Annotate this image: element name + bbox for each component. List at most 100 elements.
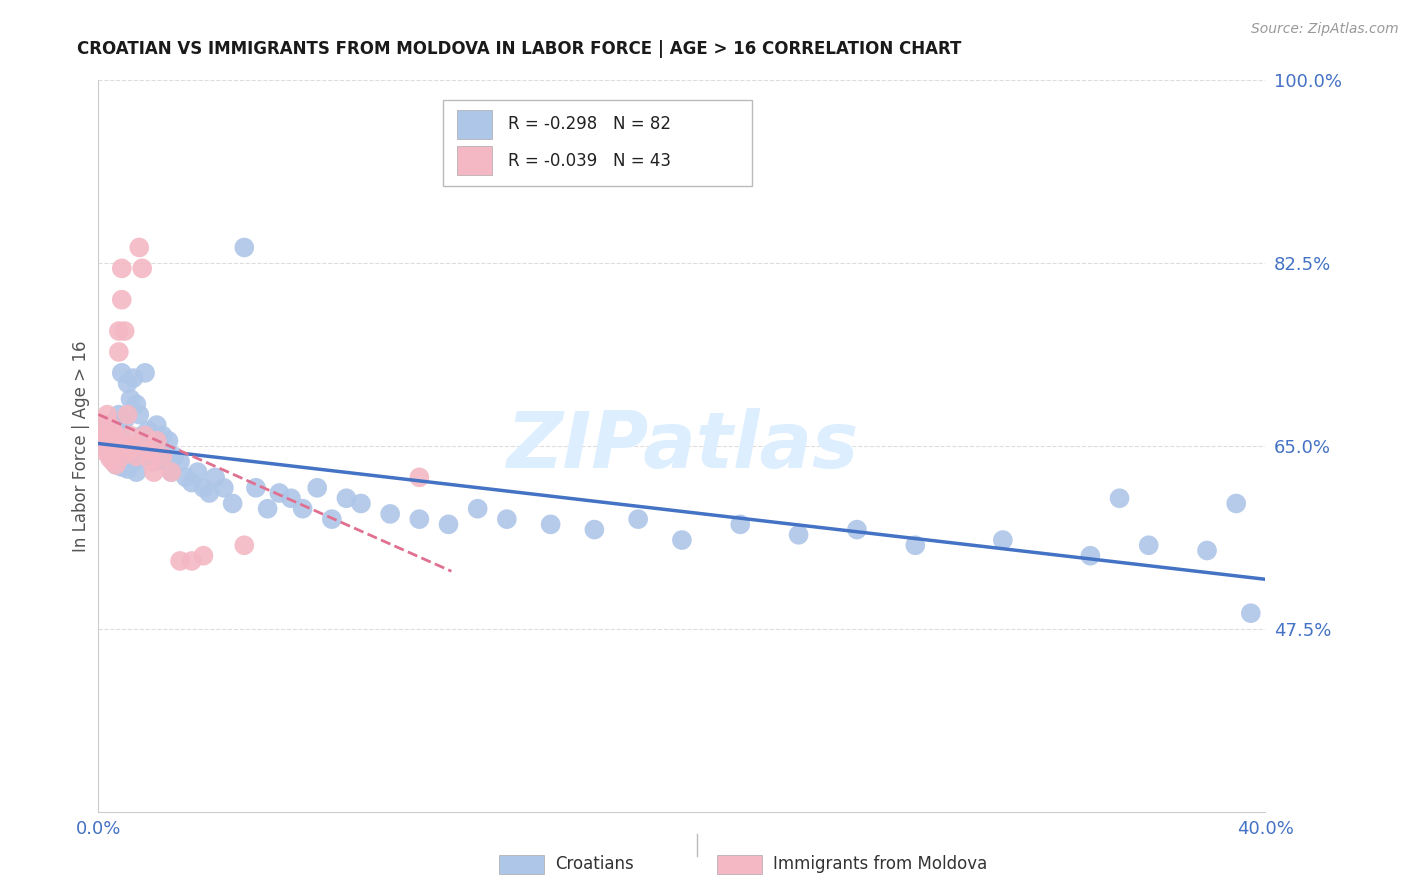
Point (378, 507, 402, 521)
Point (193, 481, 215, 495)
Point (108, 439, 131, 453)
Point (160, 465, 183, 479)
Point (142, 465, 165, 479)
Point (101, 434, 124, 448)
Point (128, 240, 150, 254)
Point (245, 481, 267, 495)
Point (139, 439, 162, 453)
Point (104, 444, 127, 458)
Point (98, 418, 121, 433)
Point (671, 533, 693, 547)
Point (90, 434, 112, 448)
Point (114, 439, 136, 453)
Point (437, 517, 460, 532)
Point (114, 413, 136, 427)
Text: Source: ZipAtlas.com: Source: ZipAtlas.com (1251, 22, 1399, 37)
Point (128, 444, 150, 458)
Point (540, 517, 562, 532)
Point (93, 428, 115, 442)
Point (120, 439, 142, 453)
Point (108, 324, 131, 338)
Point (169, 554, 191, 568)
Point (233, 538, 256, 552)
Point (111, 293, 134, 307)
Point (114, 441, 136, 455)
Point (146, 434, 169, 448)
Point (96, 408, 118, 422)
Point (350, 496, 373, 510)
Point (131, 428, 153, 442)
Point (117, 462, 139, 476)
Point (146, 418, 169, 433)
Point (125, 397, 148, 411)
Point (845, 523, 868, 537)
Point (256, 501, 278, 516)
Point (495, 512, 517, 526)
Point (160, 465, 183, 479)
Point (136, 444, 159, 458)
Point (1108, 491, 1130, 506)
Point (120, 392, 142, 406)
Point (155, 455, 177, 469)
Point (111, 366, 134, 380)
Point (1240, 606, 1263, 620)
Point (134, 450, 156, 464)
Point (152, 450, 174, 464)
Y-axis label: In Labor Force | Age > 16: In Labor Force | Age > 16 (72, 340, 90, 552)
Point (101, 455, 124, 469)
Point (904, 538, 927, 552)
Point (233, 240, 256, 254)
Point (90, 418, 112, 433)
Point (108, 408, 131, 422)
Point (96, 426, 118, 441)
Point (125, 450, 148, 464)
Point (627, 512, 650, 526)
Text: ZIPatlas: ZIPatlas (506, 408, 858, 484)
Point (583, 523, 606, 537)
Point (212, 481, 235, 495)
Point (142, 455, 165, 469)
Point (104, 441, 127, 455)
Point (93, 439, 115, 453)
Point (198, 486, 221, 500)
Point (96, 441, 118, 455)
Point (120, 428, 142, 442)
Point (169, 455, 191, 469)
Point (96, 441, 118, 455)
Text: Immigrants from Moldova: Immigrants from Moldova (773, 855, 987, 873)
Point (93, 418, 115, 433)
Point (101, 423, 124, 437)
Point (180, 475, 202, 490)
Point (1137, 538, 1160, 552)
Point (117, 444, 139, 458)
Point (104, 420, 127, 434)
Point (221, 496, 243, 510)
Point (122, 455, 145, 469)
Point (139, 455, 162, 469)
Point (117, 408, 139, 422)
Point (321, 512, 343, 526)
Point (991, 533, 1014, 547)
Point (174, 470, 197, 484)
Point (111, 450, 134, 464)
Point (1080, 549, 1102, 563)
Point (280, 491, 302, 506)
Point (291, 501, 314, 516)
Point (111, 459, 134, 474)
Point (90, 434, 112, 448)
FancyBboxPatch shape (457, 146, 492, 176)
Point (269, 486, 291, 500)
Point (157, 434, 180, 448)
Point (1225, 496, 1247, 510)
Point (98, 451, 121, 466)
Point (98, 434, 121, 448)
Point (134, 366, 156, 380)
Point (408, 512, 430, 526)
Point (117, 376, 139, 391)
Point (101, 450, 124, 464)
Point (193, 549, 215, 563)
Point (152, 428, 174, 442)
Point (122, 371, 145, 385)
Point (101, 416, 124, 430)
Point (136, 423, 159, 437)
